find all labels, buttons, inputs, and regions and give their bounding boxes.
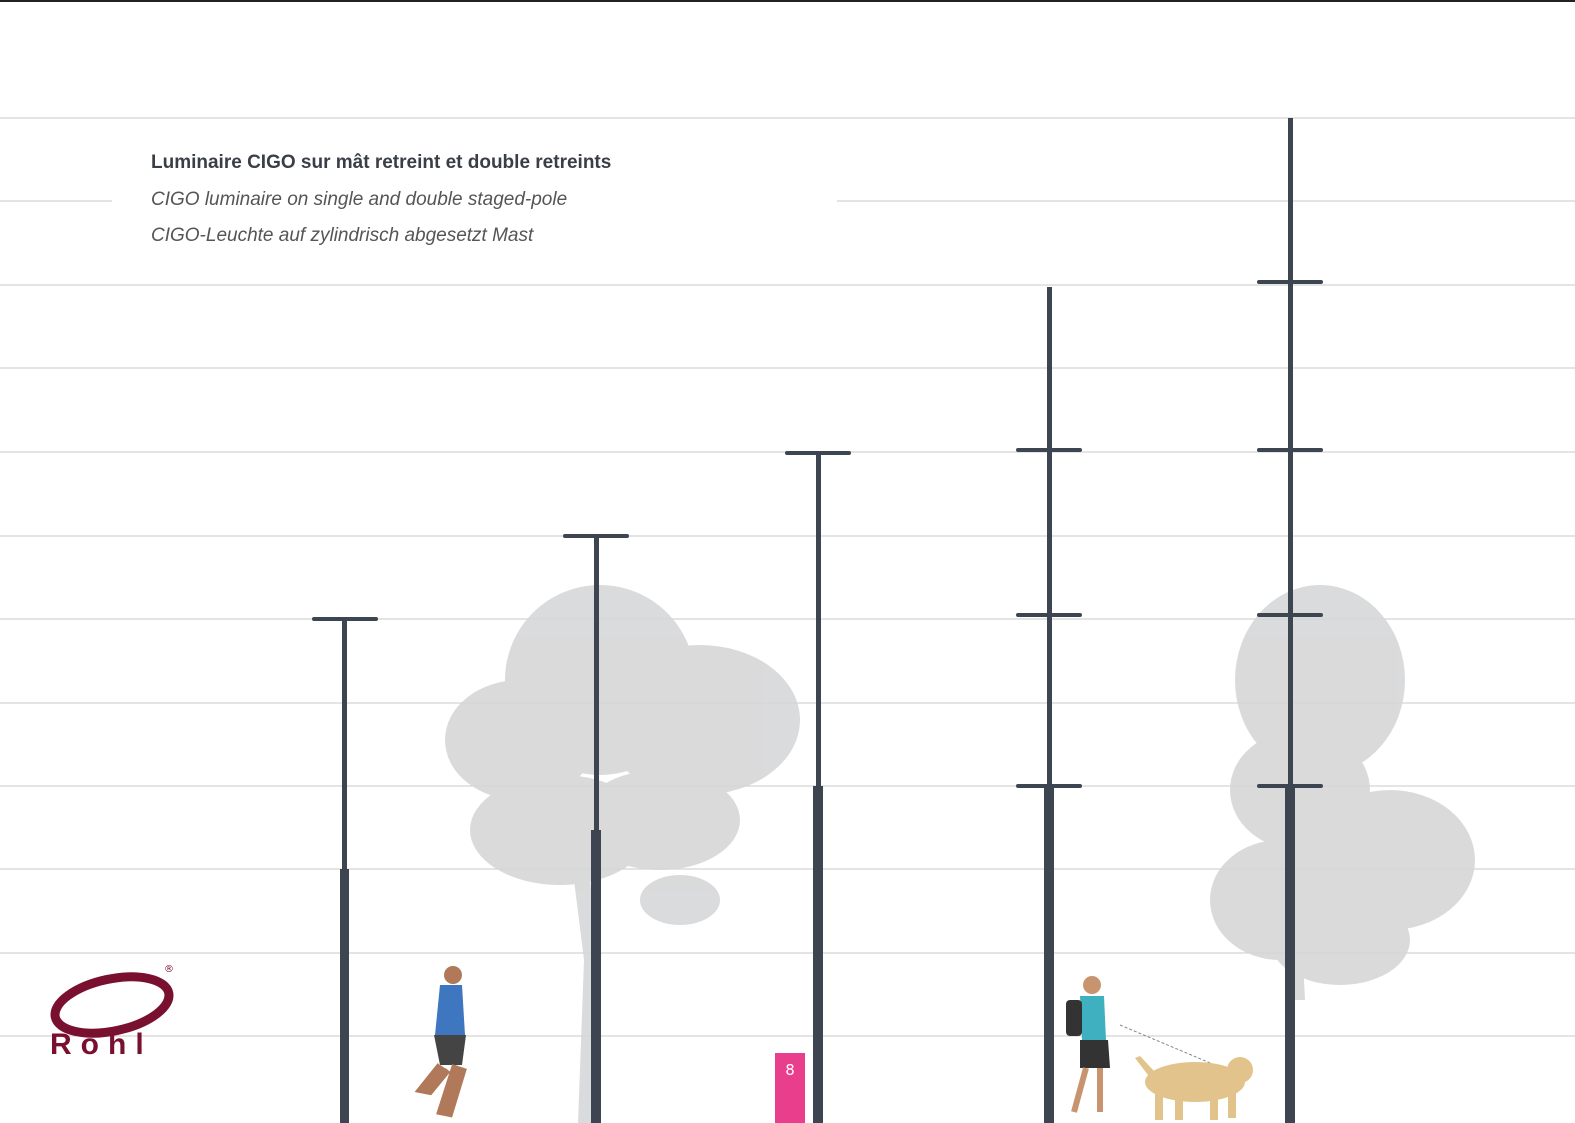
lamp	[1257, 280, 1323, 284]
logo-text: Rohl	[50, 1028, 153, 1062]
tree-right	[1210, 585, 1475, 1000]
pole	[342, 619, 347, 869]
lamp	[312, 617, 378, 621]
lamp	[563, 534, 629, 538]
dog	[1135, 1056, 1253, 1120]
tree-left	[445, 585, 800, 1123]
pole-base	[591, 830, 601, 1123]
title: Luminaire CIGO sur mât retreint et doubl…	[151, 152, 611, 174]
subtitle-en: CIGO luminaire on single and double stag…	[151, 189, 567, 211]
subtitle-de: CIGO-Leuchte auf zylindrisch abgesetzt M…	[151, 225, 533, 247]
pole-base	[813, 786, 823, 1123]
page: Luminaire CIGO sur mât retreint et doubl…	[0, 0, 1575, 1123]
lamp	[1257, 784, 1323, 788]
pole	[816, 453, 821, 786]
lamp	[785, 451, 851, 455]
pole	[594, 536, 599, 830]
pole-base	[1285, 786, 1295, 1123]
lamp	[1016, 448, 1082, 452]
poles	[312, 118, 1323, 1123]
lamp	[1257, 448, 1323, 452]
runner	[420, 966, 466, 1114]
pole	[1047, 287, 1052, 786]
pole-base	[1044, 786, 1054, 1123]
logo-registered: ®	[164, 964, 174, 975]
page-number: 8	[775, 1053, 805, 1123]
lamp	[1016, 613, 1082, 617]
top-rule	[0, 0, 1575, 2]
pole-base	[340, 869, 349, 1123]
lamp	[1016, 784, 1082, 788]
lamp	[1257, 613, 1323, 617]
